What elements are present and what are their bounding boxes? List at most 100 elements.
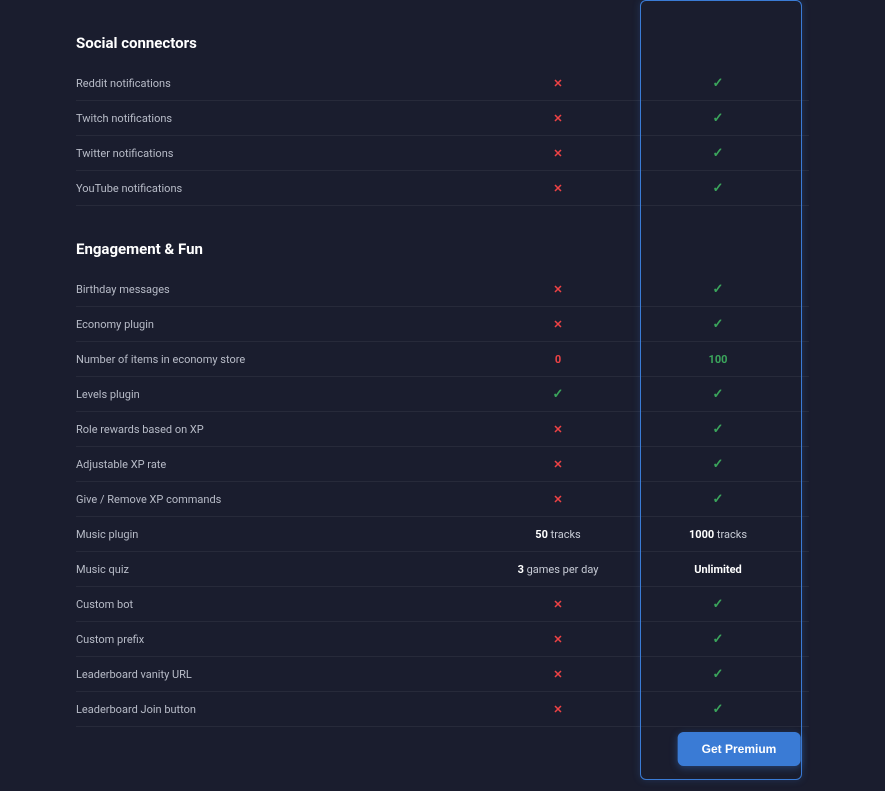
premium-cell: ✓ — [638, 632, 798, 647]
feature-label: Adjustable XP rate — [76, 458, 478, 471]
check-icon: ✓ — [713, 282, 724, 297]
feature-row: Twitch notifications✕ ✓ — [76, 101, 809, 136]
value-text: 100 — [709, 353, 728, 366]
get-premium-button[interactable]: Get Premium — [678, 732, 801, 766]
free-cell: ✕ — [478, 283, 638, 296]
feature-row: Economy plugin ✕ ✓ — [76, 307, 809, 342]
value-text: Unlimited — [694, 563, 742, 576]
feature-label: Number of items in economy store — [76, 353, 478, 366]
feature-row: Number of items in economy store 0 100 — [76, 342, 809, 377]
check-icon: ✓ — [553, 387, 564, 402]
feature-label: Custom prefix — [76, 633, 478, 646]
free-cell: 3 games per day — [478, 563, 638, 576]
feature-row: Reddit notifications✕✓ — [76, 66, 809, 101]
free-cell: 0 — [478, 353, 638, 366]
feature-label: Leaderboard Join button — [76, 703, 478, 716]
feature-row: Give / Remove XP commands ✕ ✓ — [76, 482, 809, 517]
premium-cell: ✓ — [638, 702, 798, 717]
free-cell: ✕ — [478, 668, 638, 681]
premium-cell: ✓ — [638, 387, 798, 402]
cross-icon: ✕ — [553, 598, 562, 611]
free-cell: ✕ — [478, 112, 638, 125]
section-title: Social connectors — [76, 0, 809, 66]
cross-icon: ✕ — [553, 633, 562, 646]
free-cell: ✕ — [478, 598, 638, 611]
free-cell: ✕ — [478, 77, 638, 90]
check-icon: ✓ — [713, 387, 724, 402]
free-cell: ✕ — [478, 147, 638, 160]
cross-icon: ✕ — [553, 458, 562, 471]
free-cell: ✓ — [478, 387, 638, 402]
premium-cell: ✓ — [638, 111, 798, 126]
feature-label: Custom bot — [76, 598, 478, 611]
cross-icon: ✕ — [553, 318, 562, 331]
free-cell: ✕ — [478, 633, 638, 646]
feature-row: Music quiz 3 games per day Unlimited — [76, 552, 809, 587]
feature-label: YouTube notifications — [76, 182, 478, 195]
feature-label: Levels plugin — [76, 388, 478, 401]
feature-row: YouTube notifications ✕ ✓ — [76, 171, 809, 206]
feature-row: Levels plugin ✓ ✓ — [76, 377, 809, 412]
feature-label: Twitter notifications — [76, 147, 478, 160]
feature-row: Music plugin 50 tracks 1000 tracks — [76, 517, 809, 552]
check-icon: ✓ — [713, 667, 724, 682]
check-icon: ✓ — [713, 317, 724, 332]
free-cell: ✕ — [478, 423, 638, 436]
free-cell: ✕ — [478, 703, 638, 716]
feature-row: Leaderboard vanity URL ✕ ✓ — [76, 657, 809, 692]
feature-row: Adjustable XP rate ✕ ✓ — [76, 447, 809, 482]
premium-cell: ✓ — [638, 422, 798, 437]
cross-icon: ✕ — [553, 493, 562, 506]
premium-cell: ✓ — [638, 492, 798, 507]
free-cell: ✕ — [478, 493, 638, 506]
check-icon: ✓ — [713, 492, 724, 507]
premium-cell: 1000 tracks — [638, 528, 798, 541]
check-icon: ✓ — [713, 632, 724, 647]
check-icon: ✓ — [713, 597, 724, 612]
feature-label: Twitch notifications — [76, 112, 478, 125]
check-icon: ✓ — [713, 76, 724, 91]
check-icon: ✓ — [713, 146, 724, 161]
premium-cell: ✓ — [638, 597, 798, 612]
comparison-table: Social connectorsReddit notifications✕✓T… — [0, 0, 885, 727]
check-icon: ✓ — [713, 111, 724, 126]
feature-label: Music plugin — [76, 528, 478, 541]
feature-label: Give / Remove XP commands — [76, 493, 478, 506]
cross-icon: ✕ — [553, 147, 562, 160]
section-title: Engagement & Fun — [76, 206, 809, 272]
cross-icon: ✕ — [553, 283, 562, 296]
premium-cell: 100 — [638, 353, 798, 366]
check-icon: ✓ — [713, 181, 724, 196]
premium-cell: ✓ — [638, 282, 798, 297]
free-cell: ✕ — [478, 182, 638, 195]
cross-icon: ✕ — [553, 77, 562, 90]
value-text: 3 games per day — [518, 563, 599, 576]
value-text: 1000 tracks — [689, 528, 747, 541]
feature-label: Music quiz — [76, 563, 478, 576]
feature-row: Birthday messages ✕ ✓ — [76, 272, 809, 307]
free-cell: 50 tracks — [478, 528, 638, 541]
premium-cell: ✓ — [638, 667, 798, 682]
premium-cell: ✓ — [638, 146, 798, 161]
feature-label: Leaderboard vanity URL — [76, 668, 478, 681]
cross-icon: ✕ — [553, 423, 562, 436]
check-icon: ✓ — [713, 422, 724, 437]
feature-label: Birthday messages — [76, 283, 478, 296]
free-cell: ✕ — [478, 318, 638, 331]
value-text: 50 tracks — [535, 528, 580, 541]
feature-row: Custom prefix ✕ ✓ — [76, 622, 809, 657]
premium-cell: Unlimited — [638, 563, 798, 576]
cross-icon: ✕ — [553, 668, 562, 681]
feature-row: Role rewards based on XP ✕ ✓ — [76, 412, 809, 447]
premium-cell: ✓ — [638, 181, 798, 196]
value-text: 0 — [555, 353, 561, 366]
feature-row: Twitter notifications ✕ ✓ — [76, 136, 809, 171]
free-cell: ✕ — [478, 458, 638, 471]
premium-cell: ✓ — [638, 457, 798, 472]
feature-label: Role rewards based on XP — [76, 423, 478, 436]
feature-label: Economy plugin — [76, 318, 478, 331]
check-icon: ✓ — [713, 457, 724, 472]
cross-icon: ✕ — [553, 182, 562, 195]
feature-row: Custom bot ✕ ✓ — [76, 587, 809, 622]
check-icon: ✓ — [713, 702, 724, 717]
